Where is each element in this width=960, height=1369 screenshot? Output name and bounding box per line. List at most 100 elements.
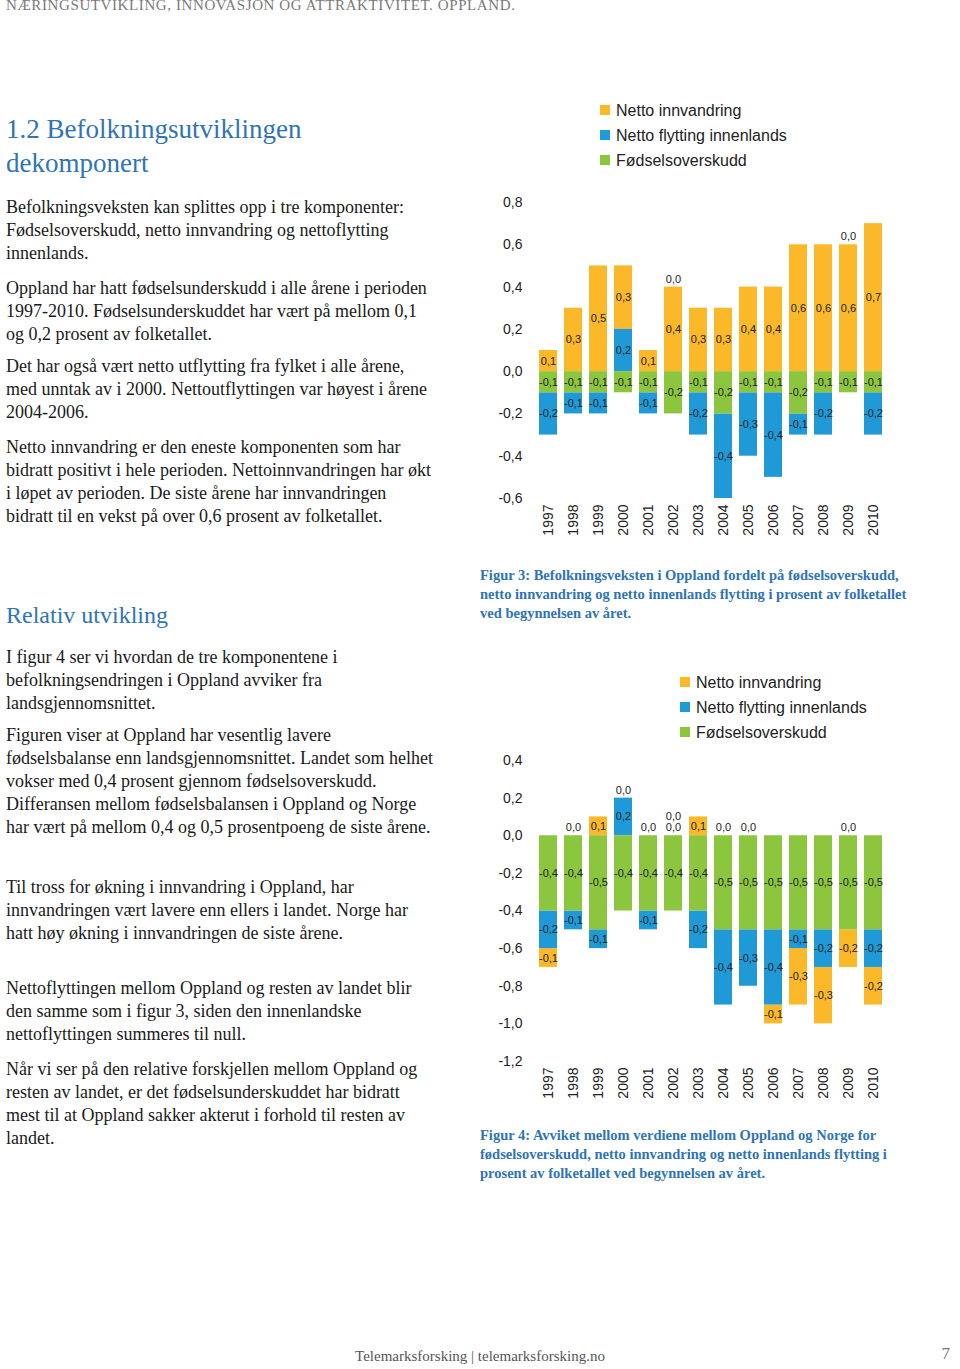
- svg-text:0,4: 0,4: [503, 752, 523, 768]
- svg-text:-0,2: -0,2: [539, 923, 558, 935]
- svg-text:-0,6: -0,6: [498, 940, 522, 956]
- svg-text:0,4: 0,4: [741, 323, 756, 335]
- svg-text:0,1: 0,1: [591, 820, 606, 832]
- svg-text:-0,1: -0,1: [564, 914, 583, 926]
- svg-text:-0,5: -0,5: [864, 876, 883, 888]
- svg-text:2000: 2000: [615, 1067, 631, 1098]
- svg-text:2000: 2000: [615, 504, 631, 535]
- svg-text:0,8: 0,8: [503, 194, 523, 210]
- svg-text:-0,2: -0,2: [814, 407, 833, 419]
- svg-text:0,4: 0,4: [503, 279, 523, 295]
- svg-text:2006: 2006: [765, 1067, 781, 1098]
- svg-text:-0,1: -0,1: [839, 376, 858, 388]
- svg-text:-0,1: -0,1: [639, 914, 658, 926]
- svg-text:-0,4: -0,4: [639, 867, 658, 879]
- svg-text:-0,4: -0,4: [614, 867, 633, 879]
- svg-text:-0,4: -0,4: [764, 429, 783, 441]
- svg-text:2003: 2003: [690, 504, 706, 535]
- svg-text:0,5: 0,5: [591, 312, 606, 324]
- svg-text:0,7: 0,7: [866, 291, 881, 303]
- svg-text:2008: 2008: [815, 1067, 831, 1098]
- svg-text:0,2: 0,2: [616, 810, 631, 822]
- svg-text:2007: 2007: [790, 1067, 806, 1098]
- svg-text:0,4: 0,4: [666, 323, 681, 335]
- svg-text:1998: 1998: [565, 1067, 581, 1098]
- svg-text:0,2: 0,2: [503, 790, 523, 806]
- svg-text:0,0: 0,0: [741, 821, 756, 833]
- svg-text:0,4: 0,4: [766, 323, 781, 335]
- svg-text:-0,4: -0,4: [714, 450, 733, 462]
- svg-text:-0,1: -0,1: [589, 376, 608, 388]
- svg-text:-0,1: -0,1: [689, 376, 708, 388]
- svg-text:0,0: 0,0: [641, 821, 656, 833]
- svg-text:0,6: 0,6: [816, 302, 831, 314]
- svg-text:-0,2: -0,2: [814, 942, 833, 954]
- svg-text:2001: 2001: [640, 504, 656, 535]
- svg-text:-0,3: -0,3: [739, 952, 758, 964]
- svg-text:-0,5: -0,5: [839, 876, 858, 888]
- svg-text:-0,3: -0,3: [739, 418, 758, 430]
- svg-text:1999: 1999: [590, 1067, 606, 1098]
- svg-text:2010: 2010: [865, 504, 881, 535]
- svg-text:-0,1: -0,1: [764, 376, 783, 388]
- svg-text:-0,1: -0,1: [789, 933, 808, 945]
- svg-text:2008: 2008: [815, 504, 831, 535]
- svg-text:-0,1: -0,1: [539, 952, 558, 964]
- svg-text:-0,5: -0,5: [589, 876, 608, 888]
- svg-text:-1,0: -1,0: [498, 1015, 522, 1031]
- svg-text:2004: 2004: [715, 504, 731, 535]
- svg-text:-0,1: -0,1: [614, 376, 633, 388]
- svg-text:0,0: 0,0: [841, 821, 856, 833]
- svg-text:2009: 2009: [840, 504, 856, 535]
- svg-text:0,3: 0,3: [691, 333, 706, 345]
- svg-text:0,6: 0,6: [841, 302, 856, 314]
- svg-text:2004: 2004: [715, 1067, 731, 1098]
- svg-text:2005: 2005: [740, 504, 756, 535]
- svg-text:-0,5: -0,5: [739, 876, 758, 888]
- svg-text:0,1: 0,1: [641, 355, 656, 367]
- svg-text:-0,1: -0,1: [789, 418, 808, 430]
- svg-text:0,2: 0,2: [616, 344, 631, 356]
- svg-text:-0,3: -0,3: [814, 989, 833, 1001]
- svg-text:-0,1: -0,1: [564, 376, 583, 388]
- svg-text:-0,2: -0,2: [714, 386, 733, 398]
- svg-text:-0,1: -0,1: [814, 376, 833, 388]
- svg-text:-0,2: -0,2: [498, 405, 522, 421]
- svg-text:-0,2: -0,2: [664, 386, 683, 398]
- svg-text:-1,2: -1,2: [498, 1053, 522, 1069]
- svg-text:-0,4: -0,4: [498, 902, 522, 918]
- svg-text:0,1: 0,1: [541, 355, 556, 367]
- svg-text:2006: 2006: [765, 504, 781, 535]
- svg-text:-0,1: -0,1: [764, 1008, 783, 1020]
- svg-text:-0,5: -0,5: [789, 876, 808, 888]
- svg-text:-0,2: -0,2: [498, 865, 522, 881]
- svg-text:2003: 2003: [690, 1067, 706, 1098]
- svg-text:2010: 2010: [865, 1067, 881, 1098]
- svg-text:0,0: 0,0: [503, 363, 523, 379]
- svg-text:-0,5: -0,5: [764, 876, 783, 888]
- svg-text:-0,5: -0,5: [814, 876, 833, 888]
- svg-text:-0,4: -0,4: [564, 867, 583, 879]
- svg-text:2002: 2002: [665, 1067, 681, 1098]
- svg-text:-0,2: -0,2: [864, 980, 883, 992]
- svg-text:0,0: 0,0: [616, 784, 631, 796]
- svg-text:0,3: 0,3: [616, 291, 631, 303]
- svg-text:-0,4: -0,4: [498, 448, 522, 464]
- svg-text:-0,2: -0,2: [864, 942, 883, 954]
- svg-text:-0,4: -0,4: [689, 867, 708, 879]
- svg-text:2007: 2007: [790, 504, 806, 535]
- svg-text:1997: 1997: [540, 504, 556, 535]
- svg-text:-0,4: -0,4: [714, 961, 733, 973]
- svg-text:0,0: 0,0: [841, 230, 856, 242]
- svg-text:-0,4: -0,4: [764, 961, 783, 973]
- svg-text:0,0: 0,0: [666, 810, 681, 822]
- svg-text:0,3: 0,3: [566, 333, 581, 345]
- svg-text:-0,8: -0,8: [498, 978, 522, 994]
- svg-text:2001: 2001: [640, 1067, 656, 1098]
- svg-text:2005: 2005: [740, 1067, 756, 1098]
- svg-text:2009: 2009: [840, 1067, 856, 1098]
- svg-text:0,0: 0,0: [666, 273, 681, 285]
- svg-text:-0,2: -0,2: [789, 386, 808, 398]
- svg-text:1998: 1998: [565, 504, 581, 535]
- svg-text:-0,6: -0,6: [498, 490, 522, 506]
